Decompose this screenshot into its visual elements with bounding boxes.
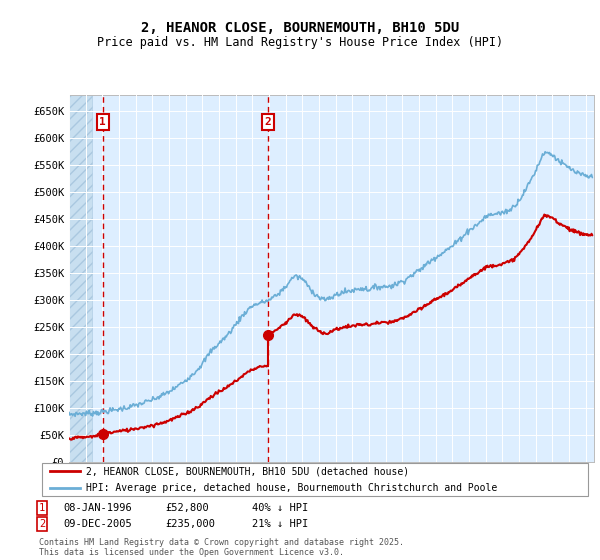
- Text: HPI: Average price, detached house, Bournemouth Christchurch and Poole: HPI: Average price, detached house, Bour…: [86, 483, 497, 493]
- FancyBboxPatch shape: [42, 463, 588, 496]
- Text: 2: 2: [264, 117, 271, 127]
- Text: 1: 1: [100, 117, 106, 127]
- Bar: [69, 95, 92, 462]
- Text: 2: 2: [39, 519, 45, 529]
- Text: 2, HEANOR CLOSE, BOURNEMOUTH, BH10 5DU (detached house): 2, HEANOR CLOSE, BOURNEMOUTH, BH10 5DU (…: [86, 466, 409, 476]
- Text: £235,000: £235,000: [165, 519, 215, 529]
- Text: 40% ↓ HPI: 40% ↓ HPI: [252, 503, 308, 513]
- Text: Contains HM Land Registry data © Crown copyright and database right 2025.
This d: Contains HM Land Registry data © Crown c…: [39, 538, 404, 557]
- Text: 2, HEANOR CLOSE, BOURNEMOUTH, BH10 5DU: 2, HEANOR CLOSE, BOURNEMOUTH, BH10 5DU: [141, 21, 459, 35]
- Text: 09-DEC-2005: 09-DEC-2005: [63, 519, 132, 529]
- Text: £52,800: £52,800: [165, 503, 209, 513]
- Text: Price paid vs. HM Land Registry's House Price Index (HPI): Price paid vs. HM Land Registry's House …: [97, 36, 503, 49]
- Text: 21% ↓ HPI: 21% ↓ HPI: [252, 519, 308, 529]
- Text: 1: 1: [39, 503, 45, 513]
- Text: 08-JAN-1996: 08-JAN-1996: [63, 503, 132, 513]
